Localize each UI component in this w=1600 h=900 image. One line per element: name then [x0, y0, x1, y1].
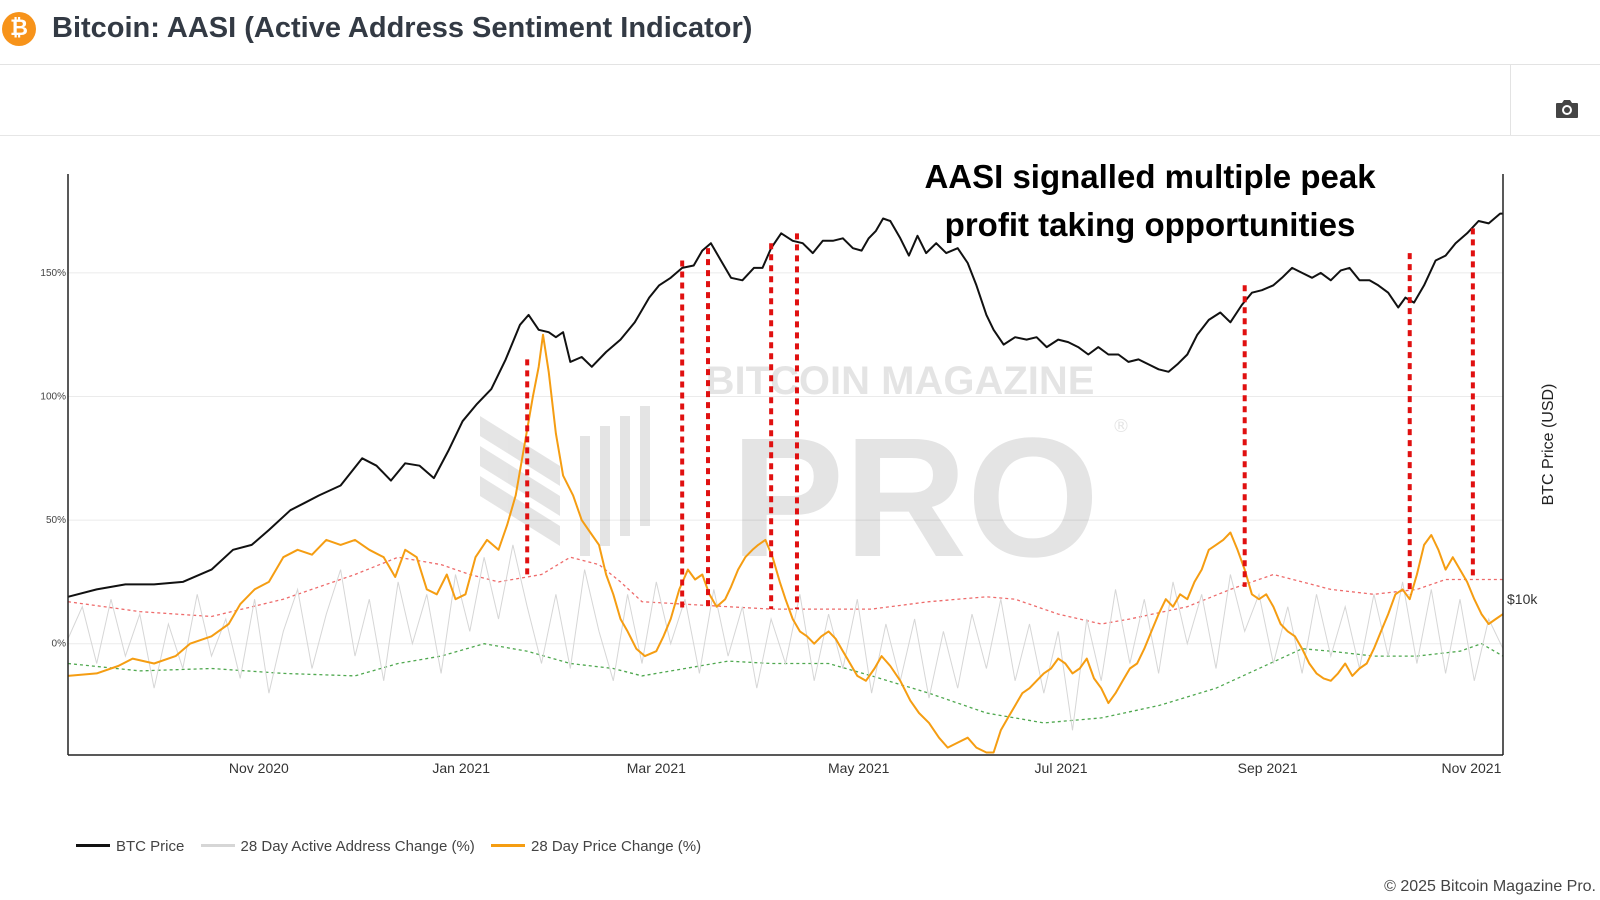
band-upper-line	[67, 556, 1503, 625]
watermark-mark: ®	[1112, 416, 1130, 437]
copyright: © 2025 Bitcoin Magazine Pro.	[1384, 878, 1596, 895]
band-lower-line	[67, 642, 1504, 724]
y-tick-label: 50%	[46, 515, 66, 526]
x-tick-label: Mar 2021	[627, 760, 686, 776]
x-tick-label: May 2021	[828, 760, 890, 776]
chart: BITCOIN MAGAZINE PRO ® 0% 50% 100% 150% Nov …	[40, 158, 1557, 776]
x-tick-label: Nov 2020	[229, 760, 289, 776]
active-address-change-line	[67, 544, 1504, 731]
price-change-line	[67, 333, 1504, 754]
watermark-logo-icon	[480, 416, 560, 546]
x-tick-label: Nov 2021	[1441, 760, 1501, 776]
axes: 0% 50% 100% 150% Nov 2020 Jan 2021 Mar 2021 May…	[40, 174, 1557, 776]
watermark-bars-icon	[580, 406, 650, 556]
watermark: BITCOIN MAGAZINE PRO ®	[480, 359, 1130, 593]
watermark-line2: PRO	[731, 403, 1099, 593]
y-tick-label: 150%	[40, 268, 66, 279]
legend-swatch-btc	[76, 843, 110, 847]
legend-label-price-change: 28 Day Price Change (%)	[530, 838, 702, 855]
annotation: AASI signalled multiple peak profit taki…	[924, 158, 1376, 243]
y-tick-label: 0%	[52, 639, 67, 650]
legend-label-btc: BTC Price	[116, 838, 185, 855]
legend: BTC Price 28 Day Active Address Change (…	[76, 838, 713, 862]
btc-price-line	[67, 212, 1503, 598]
legend-item-btc-price[interactable]: BTC Price	[76, 838, 184, 855]
y-right-axis-label: BTC Price (USD)	[1540, 384, 1557, 506]
x-tick-label: Jul 2021	[1035, 760, 1088, 776]
page-title: Bitcoin: AASI (Active Address Sentiment …	[52, 12, 753, 44]
legend-swatch-active	[200, 843, 235, 847]
bitcoin-logo-icon: ₿	[2, 12, 36, 46]
x-tick-label: Jan 2021	[432, 760, 490, 776]
legend-item-active-address[interactable]: 28 Day Active Address Change (%)	[200, 838, 475, 855]
header: ₿ Bitcoin: AASI (Active Address Sentimen…	[0, 0, 1600, 65]
toolbar-divider	[1510, 65, 1511, 135]
annotation-line2: profit taking opportunities	[945, 206, 1356, 243]
y-tick-label: 100%	[40, 392, 66, 403]
y-right-tick-label: $10k	[1507, 591, 1538, 607]
chart-toolbar	[0, 65, 1600, 136]
legend-label-active: 28 Day Active Address Change (%)	[240, 838, 475, 855]
watermark-line1: BITCOIN MAGAZINE	[706, 359, 1095, 403]
legend-item-price-change[interactable]: 28 Day Price Change (%)	[490, 838, 702, 855]
legend-swatch-price-change	[490, 843, 525, 847]
x-tick-label: Sep 2021	[1238, 760, 1298, 776]
annotation-line1: AASI signalled multiple peak	[924, 158, 1376, 195]
camera-icon[interactable]	[1554, 97, 1580, 121]
